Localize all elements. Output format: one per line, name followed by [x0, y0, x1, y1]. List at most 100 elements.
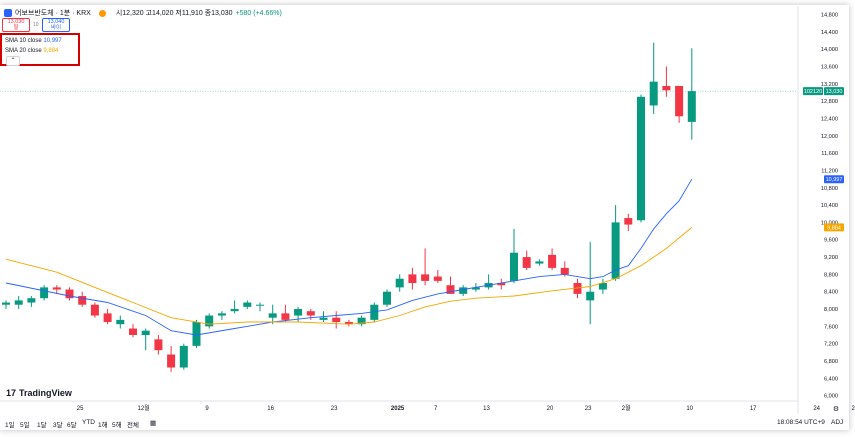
time-tick-label: 13	[483, 406, 490, 412]
candle[interactable]	[383, 289, 391, 307]
price-tick-label: 12,400	[821, 116, 838, 122]
candle[interactable]	[611, 205, 620, 281]
price-tick-label: 14,400	[821, 30, 838, 36]
candle[interactable]	[395, 274, 404, 292]
price-tick-label: 14,000	[821, 47, 838, 53]
candle[interactable]	[78, 291, 87, 307]
candle[interactable]	[510, 228, 518, 284]
timeframe-1m[interactable]: 1달	[37, 422, 47, 429]
candle-body	[103, 313, 112, 323]
time-tick-label: 7	[434, 406, 438, 412]
candle[interactable]	[497, 278, 506, 290]
candle[interactable]	[522, 250, 531, 271]
candle-body	[192, 322, 201, 346]
gear-icon[interactable]: ⚙	[833, 405, 839, 413]
timeframe-3m[interactable]: 3달	[53, 422, 63, 429]
timeframe-5y[interactable]: 5해	[112, 422, 122, 429]
candle[interactable]	[2, 300, 10, 310]
price-tick-label: 10,000	[821, 220, 838, 226]
candle-body	[649, 81, 658, 106]
tradingview-brand-name: TradingView	[19, 388, 72, 398]
candle[interactable]	[370, 302, 379, 323]
price-tick-label: 13,600	[821, 64, 838, 70]
candle[interactable]	[624, 213, 633, 232]
adj-toggle[interactable]: ADJ	[831, 419, 844, 426]
candle[interactable]	[243, 300, 252, 310]
candle[interactable]	[129, 324, 137, 338]
candle[interactable]	[27, 296, 36, 307]
chevron-up-icon[interactable]: ⌃	[6, 56, 20, 66]
candle[interactable]	[484, 274, 493, 290]
candle-body	[2, 302, 10, 305]
last-price-tag: 13,030	[824, 87, 844, 96]
candle-body	[662, 85, 671, 91]
candle[interactable]	[675, 85, 684, 123]
price-tick-label: 12,800	[821, 99, 838, 105]
candle[interactable]	[446, 276, 455, 294]
candle[interactable]	[141, 328, 150, 351]
timeframe-5d[interactable]: 5일	[20, 422, 30, 429]
candle[interactable]	[535, 259, 544, 266]
candle[interactable]	[154, 335, 163, 355]
price-axis-symbol-tag-bg	[803, 87, 823, 96]
symbol-title[interactable]: 어보브반도체 · 1분 · KRX	[4, 8, 91, 18]
time-axis: 25 12월 9 16 23 2025 7 13 20 23 2월 10 17 24 27	[0, 400, 855, 412]
candle[interactable]	[421, 248, 430, 286]
sma10-legend-row[interactable]: SMA 10 close 10,997	[5, 38, 62, 44]
timeframe-ytd[interactable]: YTD	[82, 419, 95, 426]
buy-button[interactable]: 13,040 바이	[42, 18, 70, 32]
timeframe-6m[interactable]: 6달	[67, 422, 77, 429]
candle[interactable]	[14, 296, 23, 310]
candle[interactable]	[332, 311, 341, 329]
candle[interactable]	[40, 285, 49, 301]
timeframe-all[interactable]: 전체	[127, 422, 139, 429]
price-tick-label: 6,800	[824, 359, 838, 365]
candle[interactable]	[192, 319, 201, 349]
timeframe-1y[interactable]: 1해	[98, 422, 108, 429]
candle[interactable]	[116, 315, 125, 329]
candle[interactable]	[573, 278, 582, 299]
candle[interactable]	[90, 302, 99, 318]
candle[interactable]	[179, 343, 188, 370]
candle[interactable]	[548, 248, 557, 271]
candle-body	[395, 278, 404, 288]
candle[interactable]	[459, 285, 468, 297]
candle[interactable]	[268, 304, 277, 325]
candle[interactable]	[217, 311, 226, 320]
candle-body	[560, 267, 569, 275]
bottom-toolbar: 1일 5일 1달 3달 6달 YTD 1해 5해 전체 ▦ 18:08:54 U…	[0, 418, 849, 429]
candle[interactable]	[281, 304, 290, 323]
candle[interactable]	[205, 313, 214, 329]
sma20-legend-row[interactable]: SMA 20 close 9,884	[5, 48, 58, 54]
candle-body	[27, 298, 36, 303]
tradingview-logo[interactable]: 17 TradingView	[6, 388, 72, 398]
candle[interactable]	[230, 300, 239, 314]
timeframe-1d[interactable]: 1일	[5, 422, 15, 429]
candle[interactable]	[52, 285, 61, 294]
candle[interactable]	[649, 42, 658, 115]
candle-body	[167, 354, 176, 368]
candle-body	[217, 313, 226, 316]
candle[interactable]	[598, 278, 607, 294]
candle[interactable]	[433, 270, 442, 284]
candle-body	[294, 309, 303, 316]
candle-body	[535, 261, 544, 264]
clock-time[interactable]: 18:08:54 UTC+9	[777, 419, 825, 426]
candle[interactable]	[687, 48, 696, 140]
chart-frame	[0, 5, 849, 430]
price-tick-label: 11,200	[821, 168, 838, 174]
candle[interactable]	[344, 319, 353, 327]
candle[interactable]	[256, 302, 264, 312]
candle[interactable]	[586, 241, 595, 325]
calendar-range-icon[interactable]: ▦	[150, 420, 157, 427]
candle[interactable]	[167, 345, 176, 372]
sell-button[interactable]: 13,030 팔	[2, 18, 30, 32]
market-status-icon[interactable]	[98, 9, 106, 17]
candle[interactable]	[103, 309, 112, 325]
candle[interactable]	[637, 94, 645, 223]
candle[interactable]	[662, 66, 671, 97]
candle[interactable]	[65, 287, 74, 301]
candle[interactable]	[408, 267, 417, 290]
candle[interactable]	[357, 315, 366, 327]
